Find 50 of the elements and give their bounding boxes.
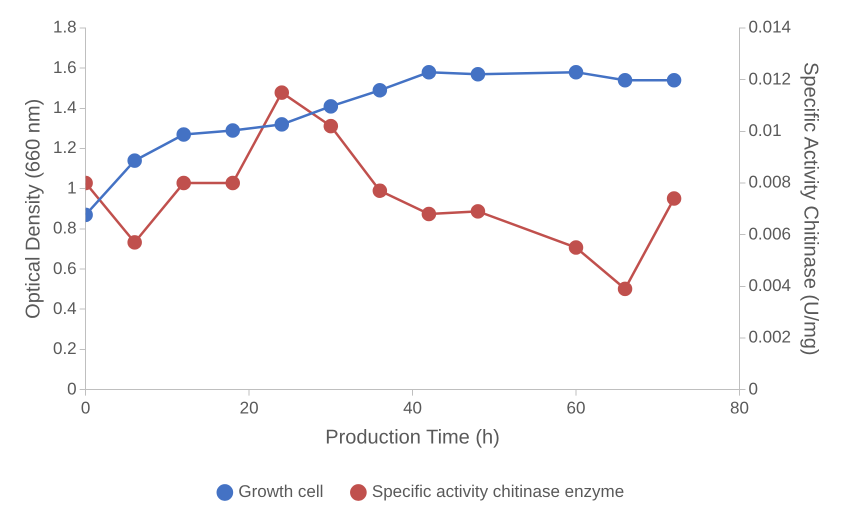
y-tick-label: 1.8 bbox=[52, 18, 77, 37]
x-tick-label: 0 bbox=[80, 398, 90, 418]
y-tick-label: 1.6 bbox=[52, 58, 77, 77]
y2-tick-label: 0.01 bbox=[748, 121, 782, 140]
legend-label: Growth cell bbox=[238, 482, 324, 502]
point bbox=[324, 99, 338, 114]
y-tick-label: 1.2 bbox=[52, 138, 77, 158]
point bbox=[274, 85, 290, 100]
point bbox=[176, 127, 191, 142]
x-tick-label: 20 bbox=[240, 398, 259, 418]
y2-axis-title: Specific Activity Chitinase (U/mg) bbox=[799, 62, 822, 356]
y-tick-label: 0.4 bbox=[52, 298, 77, 318]
point bbox=[470, 66, 486, 82]
point bbox=[666, 191, 682, 206]
x-tick-label: 60 bbox=[566, 398, 586, 418]
y-axis-title: Optical Density (660 nm) bbox=[22, 98, 45, 319]
y-tick-label: 1.4 bbox=[52, 98, 77, 118]
y-tick-label: 0.2 bbox=[52, 339, 77, 358]
point bbox=[422, 206, 436, 222]
point bbox=[225, 176, 240, 190]
point bbox=[666, 72, 682, 88]
x-tick-label: 80 bbox=[730, 398, 749, 418]
y2-tick-label: 0.014 bbox=[748, 18, 792, 37]
point bbox=[372, 83, 388, 98]
y-tick-label: 1 bbox=[67, 178, 77, 198]
y2-tick-label: 0.008 bbox=[748, 172, 792, 192]
y-tick-label: 0.8 bbox=[52, 218, 77, 238]
y2-tick-label: 0 bbox=[748, 379, 758, 398]
y2-tick-label: 0.012 bbox=[748, 69, 792, 88]
point bbox=[274, 117, 290, 132]
point bbox=[127, 153, 142, 168]
point bbox=[422, 64, 436, 80]
point bbox=[568, 240, 584, 255]
y-tick-label: 0 bbox=[67, 379, 77, 398]
point bbox=[568, 64, 584, 80]
point bbox=[618, 72, 632, 88]
point bbox=[618, 282, 632, 296]
x-tick-label: 40 bbox=[403, 398, 422, 418]
y2-tick-label: 0.006 bbox=[748, 224, 792, 244]
point bbox=[127, 235, 142, 250]
y2-tick-label: 0.002 bbox=[748, 328, 792, 347]
point bbox=[176, 176, 191, 190]
y-tick-label: 0.6 bbox=[52, 258, 77, 278]
y2-tick-label: 0.004 bbox=[748, 276, 792, 295]
legend-label: Specific activity chitinase enzyme bbox=[372, 482, 624, 502]
x-axis-title: Production Time (h) bbox=[325, 426, 500, 449]
point bbox=[372, 183, 388, 198]
point bbox=[324, 118, 338, 134]
point bbox=[470, 204, 486, 219]
point bbox=[225, 123, 240, 138]
